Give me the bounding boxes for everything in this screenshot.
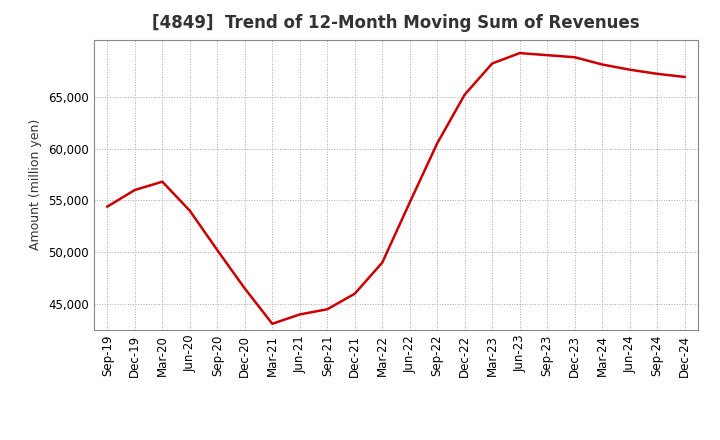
Y-axis label: Amount (million yen): Amount (million yen) — [30, 119, 42, 250]
Title: [4849]  Trend of 12-Month Moving Sum of Revenues: [4849] Trend of 12-Month Moving Sum of R… — [152, 15, 640, 33]
